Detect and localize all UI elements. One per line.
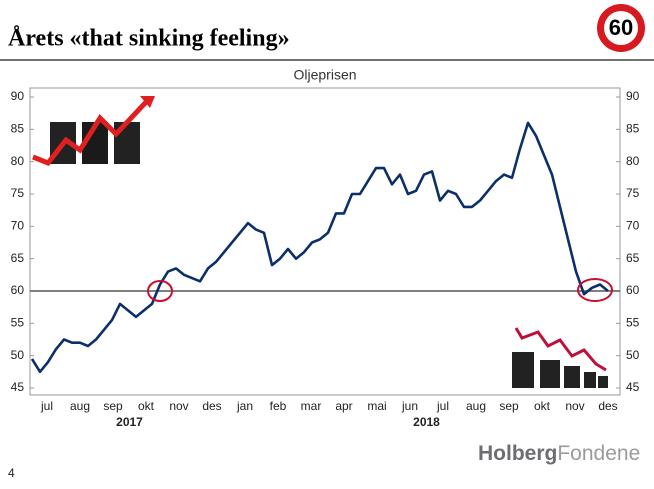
y2-tick-label: 50 xyxy=(626,348,640,362)
y2-tick-label: 90 xyxy=(626,89,640,103)
x-tick-label: des xyxy=(202,399,221,413)
x-tick-label: nov xyxy=(169,399,188,413)
y2-tick-label: 70 xyxy=(626,219,640,233)
x-tick-label: jan xyxy=(236,399,253,413)
logo-part: Holberg xyxy=(478,442,557,465)
y-tick-label: 50 xyxy=(11,348,25,362)
x-tick-label: nov xyxy=(565,399,584,413)
oil-up-icon xyxy=(32,96,155,167)
x-tick-label: feb xyxy=(270,399,287,413)
x-tick-label: okt xyxy=(534,399,551,413)
chart-title: Oljeprisen xyxy=(293,67,356,83)
y2-tick-label: 85 xyxy=(626,122,640,136)
y-tick-label: 85 xyxy=(11,122,25,136)
plot-frame xyxy=(29,87,621,396)
page-number: 4 xyxy=(8,466,15,480)
slide-heading: Årets «that sinking feeling» xyxy=(8,26,290,52)
x-tick-label: mai xyxy=(367,399,386,413)
x-tick-label: mar xyxy=(301,399,322,413)
x-tick-label: sep xyxy=(103,399,123,413)
y2-tick-label: 60 xyxy=(626,283,640,297)
y2-tick-label: 65 xyxy=(626,251,640,265)
y-tick-label: 75 xyxy=(11,186,25,200)
badge-inner xyxy=(604,11,638,45)
y-tick-label: 65 xyxy=(11,251,25,265)
x-tick-label: jul xyxy=(436,399,449,413)
x-tick-label: aug xyxy=(70,399,90,413)
year-label: 2018 xyxy=(413,415,440,429)
x-tick-label: okt xyxy=(138,399,155,413)
y2-tick-label: 55 xyxy=(626,316,640,330)
y-tick-label: 70 xyxy=(11,219,25,233)
logo: HolbergFondene xyxy=(478,442,640,465)
oil-down-icon xyxy=(512,327,608,388)
x-tick-label: aug xyxy=(466,399,486,413)
x-tick-label: sep xyxy=(499,399,519,413)
y-tick-label: 80 xyxy=(11,154,25,168)
y-tick-label: 90 xyxy=(11,89,25,103)
x-tick-label: apr xyxy=(335,399,352,413)
y2-tick-label: 80 xyxy=(626,154,640,168)
badge-text: 60 xyxy=(609,15,633,40)
y-tick-label: 45 xyxy=(11,380,25,394)
y-tick-label: 55 xyxy=(11,316,25,330)
price-line xyxy=(30,121,609,374)
x-tick-label: jun xyxy=(401,399,418,413)
highlight-circle xyxy=(147,280,173,302)
year-label: 2017 xyxy=(116,415,143,429)
highlight-circle xyxy=(577,278,613,302)
logo-part: Fondene xyxy=(557,442,640,465)
y2-tick-label: 75 xyxy=(626,186,640,200)
x-tick-label: des xyxy=(598,399,617,413)
y2-tick-label: 45 xyxy=(626,380,640,394)
y-tick-label: 60 xyxy=(11,283,25,297)
x-tick-label: jul xyxy=(40,399,53,413)
